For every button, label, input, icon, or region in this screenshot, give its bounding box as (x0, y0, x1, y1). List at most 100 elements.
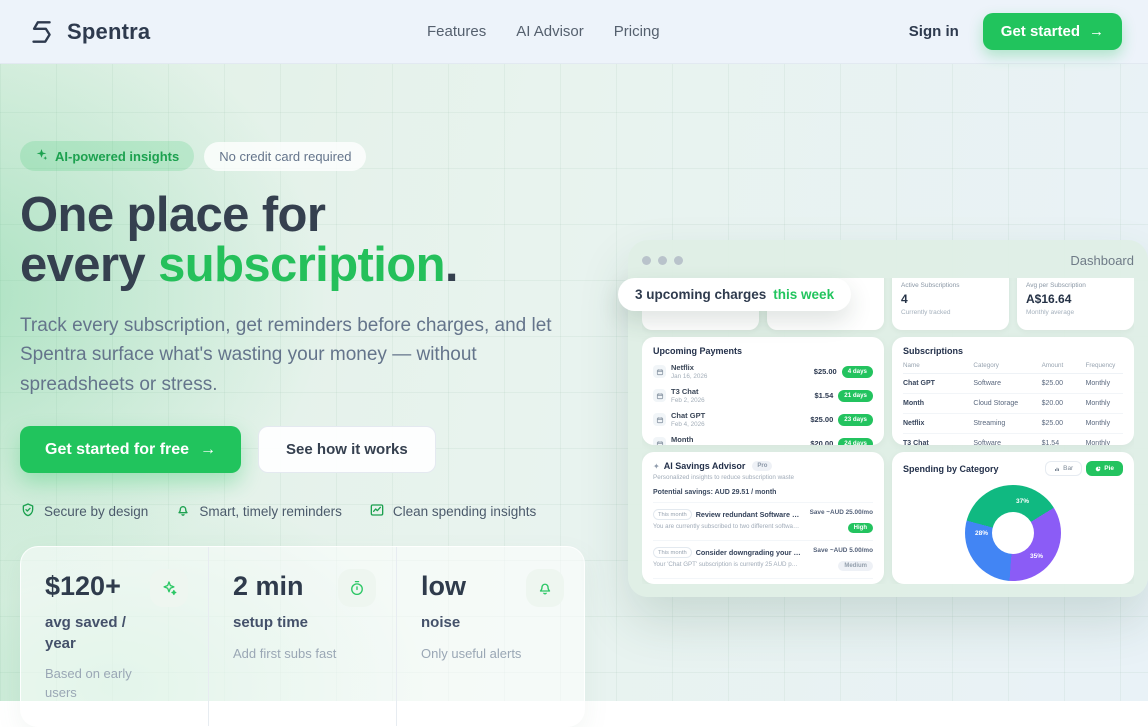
panel-title: Upcoming Payments (653, 346, 743, 356)
advisor-subtitle: Personalized insights to reduce subscrip… (653, 474, 795, 481)
bottom-panels-row: ✦ AI Savings Advisor Pro Personalized in… (642, 452, 1134, 584)
advisor-item: This month Review redundant Software sub… (653, 502, 873, 534)
stat-label: noise (421, 614, 461, 632)
chart-line-icon (369, 502, 385, 521)
mini-stat-sub: Monthly average (1026, 309, 1075, 316)
sign-in-link[interactable]: Sign in (908, 23, 959, 40)
payment-row: Netflix Jan 16, 2026 $25.00 4 days (653, 363, 873, 380)
nav-link-ai-advisor[interactable]: AI Advisor (516, 23, 584, 40)
hero-title-highlight: subscription (158, 238, 445, 293)
stats-card: $120+ avg saved / year Based on early us… (20, 546, 585, 727)
stat-saved: $120+ avg saved / year Based on early us… (21, 547, 208, 726)
stat-label: avg saved / year (45, 614, 126, 652)
hero-badges: AI-powered insights No credit card requi… (20, 141, 595, 171)
stat-setup: 2 min setup time Add first subs fast (208, 547, 396, 727)
hero-title-period: . (444, 238, 459, 293)
header: Spentra Features AI Advisor Pricing Sign… (0, 0, 1148, 64)
pie-toggle-button[interactable]: Pie (1086, 461, 1123, 476)
this-month-tag: This month (653, 509, 692, 520)
stat-label: setup time (233, 614, 309, 632)
tooltip-highlight: this week (773, 287, 835, 302)
window-dot (642, 255, 651, 265)
window-titlebar: Dashboard (642, 251, 1134, 269)
window-title: Dashboard (1070, 252, 1134, 268)
spending-title: Spending by Category (903, 463, 999, 474)
segment-label: 28% (975, 530, 989, 537)
payment-row: T3 Chat Feb 2, 2026 $1.54 21 days (653, 387, 873, 404)
stat-noise: low noise Only useful alerts (396, 547, 584, 727)
get-started-button[interactable]: Get started → (982, 13, 1122, 50)
advisor-item-title: Consider downgrading your Chat GPT plan (695, 548, 801, 557)
segment-label: 37% (1016, 498, 1030, 505)
donut-hole (992, 512, 1034, 554)
hero-title-line2: every (20, 238, 159, 293)
advisor-item: This month Review your Netflix plan for … (653, 578, 873, 584)
sparkle-icon: ✦ (653, 461, 660, 471)
calendar-icon (653, 437, 666, 445)
bar-toggle-button[interactable]: Bar (1045, 461, 1083, 476)
subscriptions-panel: Subscriptions Name Category Amount Frequ… (892, 337, 1134, 445)
segment-label: 35% (1029, 553, 1043, 560)
col-frequency: Frequency (1085, 362, 1116, 369)
hero-title-line1: One place for (20, 188, 326, 242)
advisor-header: ✦ AI Savings Advisor Pro (653, 461, 873, 471)
table-row: T3 Chat Software $1.54 Monthly (903, 440, 1111, 445)
col-name: Name (903, 362, 920, 369)
table-row: Month Cloud Storage $20.00 Monthly (903, 394, 1123, 414)
payment-name: T3 Chat (671, 387, 699, 396)
calendar-icon (653, 365, 666, 378)
hero-title: One place for every subscription. (20, 190, 595, 291)
mini-stat-sub: Currently tracked (901, 309, 951, 316)
panel-title: Subscriptions (903, 346, 964, 356)
ai-insights-badge: AI-powered insights (20, 141, 195, 171)
due-badge: 4 days (841, 365, 873, 378)
mini-stat-value: 4 (901, 292, 908, 306)
payment-amount: $25.00 (813, 367, 837, 376)
arrow-right-icon: → (200, 440, 217, 458)
window-dot (658, 255, 667, 265)
window-dot (674, 255, 683, 265)
bell-icon (526, 569, 564, 608)
nav-link-pricing[interactable]: Pricing (613, 23, 660, 40)
mini-stat-card: Avg per Subscription A$16.64 Monthly ave… (1017, 278, 1134, 330)
advisor-item-title: Review redundant Software subscriptions (695, 510, 801, 519)
sparkles-icon (35, 148, 48, 164)
tooltip-text: 3 upcoming charges (635, 287, 767, 302)
priority-badge: High (847, 523, 873, 533)
dashboard-body: All active subscriptions Yearly estimate… (642, 278, 1134, 584)
advisor-item-desc: Your 'Chat GPT' subscription is currentl… (653, 561, 801, 568)
sparkles-icon (150, 569, 188, 608)
advisor-title: AI Savings Advisor (663, 461, 746, 471)
nav-link-features[interactable]: Features (427, 23, 487, 40)
mini-stat-card: Active Subscriptions 4 Currently tracked (892, 278, 1009, 330)
brand-name: Spentra (67, 18, 151, 44)
dashboard-mockup: Dashboard All active subscriptions Yearl… (628, 240, 1148, 597)
advisor-item: This month Consider downgrading your Cha… (653, 540, 873, 572)
bell-icon (175, 502, 191, 521)
save-amount: Save ~AUD 5.00/mo (813, 547, 873, 554)
header-actions: Sign in Get started → (909, 13, 1122, 50)
payment-amount: $25.00 (810, 415, 834, 424)
feature-reminders: Smart, timely reminders (175, 502, 342, 521)
payment-amount: $1.54 (814, 391, 834, 400)
arrow-right-icon: → (1089, 23, 1104, 40)
pro-badge: Pro (752, 461, 773, 471)
col-category: Category (973, 362, 999, 369)
hero-section: AI-powered insights No credit card requi… (20, 141, 595, 727)
table-row: Netflix Streaming $25.00 Monthly (903, 414, 1123, 434)
payment-name: Chat GPT (671, 411, 706, 420)
upcoming-payments-panel: Upcoming Payments Netflix Jan 16, 2026 $… (642, 337, 884, 445)
get-started-free-button[interactable]: Get started for free → (20, 426, 242, 474)
stat-value: low (421, 571, 466, 602)
chart-toggle: Bar Pie (1045, 461, 1123, 476)
payment-date: Feb 4, 2026 (671, 421, 705, 428)
feature-insights: Clean spending insights (369, 502, 536, 521)
payment-row: Month Feb 5, 2026 $20.00 24 days (653, 435, 873, 445)
see-how-it-works-button[interactable]: See how it works (258, 426, 436, 474)
payment-date: Feb 2, 2026 (671, 397, 705, 404)
priority-badge: Medium (838, 561, 873, 571)
brand-logo[interactable]: Spentra (26, 17, 150, 47)
stat-sub: Based on early users (45, 665, 132, 700)
upcoming-charges-tooltip: 3 upcoming charges this week (618, 278, 852, 311)
mini-stat-value: A$16.64 (1026, 292, 1072, 306)
